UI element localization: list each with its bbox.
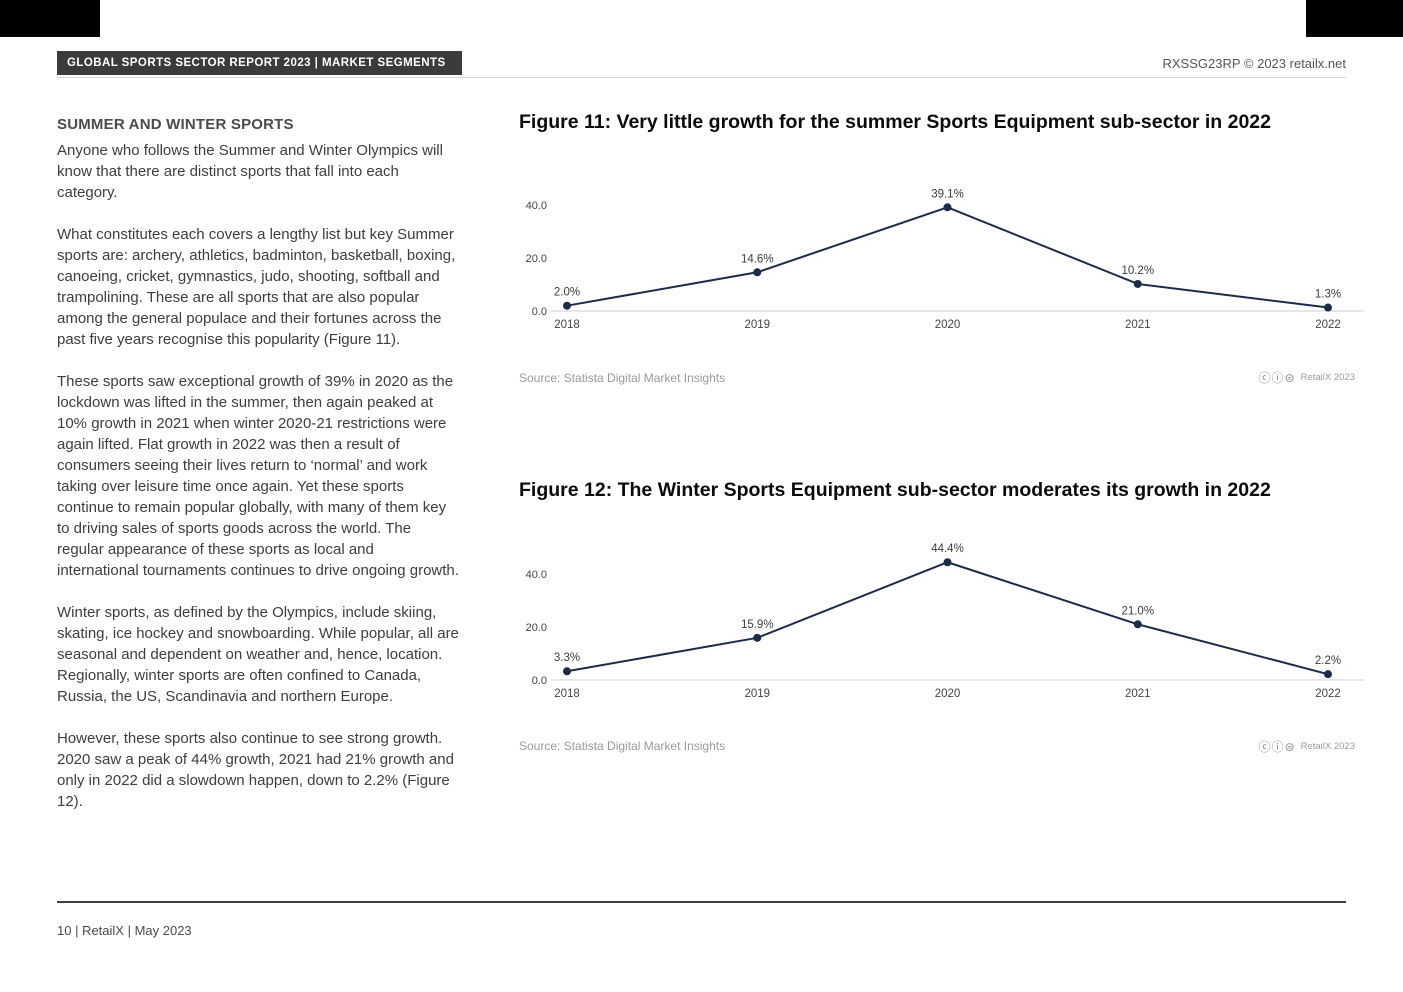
svg-text:0.0: 0.0 bbox=[532, 306, 547, 318]
svg-text:2019: 2019 bbox=[744, 688, 770, 700]
svg-text:44.4%: 44.4% bbox=[931, 543, 964, 555]
source-row: Source: Statista Digital Market Insights… bbox=[519, 738, 1367, 755]
svg-text:2018: 2018 bbox=[554, 688, 580, 700]
figure-12: Figure 12: The Winter Sports Equipment s… bbox=[519, 476, 1367, 754]
svg-text:2021: 2021 bbox=[1125, 319, 1151, 331]
creative-commons-icons: ⓒⓘ⊜ bbox=[1258, 739, 1296, 754]
paragraph: Winter sports, as defined by the Olympic… bbox=[57, 604, 459, 705]
svg-text:0.0: 0.0 bbox=[532, 675, 547, 687]
paragraph: However, these sports also continue to s… bbox=[57, 730, 454, 810]
svg-text:2020: 2020 bbox=[935, 319, 961, 331]
svg-text:39.1%: 39.1% bbox=[931, 189, 964, 201]
main-content: SUMMER AND WINTER SPORTS Anyone who foll… bbox=[57, 100, 1367, 833]
source-text: Source: Statista Digital Market Insights bbox=[519, 370, 726, 385]
corner-mark-left bbox=[0, 0, 100, 37]
report-code: RXSSG23RP © 2023 retailx.net bbox=[1162, 55, 1347, 71]
svg-text:2022: 2022 bbox=[1315, 319, 1341, 331]
svg-text:2019: 2019 bbox=[744, 319, 770, 331]
svg-text:2.0%: 2.0% bbox=[554, 287, 580, 299]
svg-text:2021: 2021 bbox=[1125, 688, 1151, 700]
header-divider bbox=[57, 77, 1346, 78]
paragraph: What constitutes each covers a lengthy l… bbox=[57, 226, 456, 348]
figure12-chart-area: 0.0 20.0 40.0 2018 2019 2020 2021 2022 3.3% 15.9%… bbox=[519, 532, 1367, 714]
svg-text:1.3%: 1.3% bbox=[1315, 289, 1341, 301]
source-row: Source: Statista Digital Market Insights… bbox=[519, 369, 1367, 386]
page-header: GLOBAL SPORTS SECTOR REPORT 2023 | MARKE… bbox=[57, 51, 1346, 75]
svg-text:14.6%: 14.6% bbox=[741, 254, 774, 266]
paragraph: These sports saw exceptional growth of 3… bbox=[57, 373, 459, 579]
svg-text:20.0: 20.0 bbox=[526, 621, 547, 633]
svg-text:2020: 2020 bbox=[935, 688, 961, 700]
svg-text:2022: 2022 bbox=[1315, 688, 1341, 700]
attribution-text: RetailX 2023 bbox=[1300, 372, 1355, 384]
figures-column: Figure 11: Very little growth for the su… bbox=[519, 100, 1367, 833]
svg-text:20.0: 20.0 bbox=[526, 253, 547, 265]
svg-text:15.9%: 15.9% bbox=[741, 618, 774, 630]
svg-text:40.0: 40.0 bbox=[526, 200, 547, 212]
svg-text:2.2%: 2.2% bbox=[1315, 655, 1341, 667]
report-title-bar: GLOBAL SPORTS SECTOR REPORT 2023 | MARKE… bbox=[57, 51, 462, 75]
svg-text:10.2%: 10.2% bbox=[1121, 265, 1154, 277]
figure12-line-chart: 0.0 20.0 40.0 2018 2019 2020 2021 2022 3.3% 15.9%… bbox=[526, 543, 1364, 700]
attribution: ⓒⓘ⊜ RetailX 2023 bbox=[1259, 738, 1355, 755]
page-footer: 10 | RetailX | May 2023 bbox=[57, 901, 1346, 938]
article-column: SUMMER AND WINTER SPORTS Anyone who foll… bbox=[57, 100, 459, 833]
attribution-text: RetailX 2023 bbox=[1300, 740, 1355, 752]
figure-11: Figure 11: Very little growth for the su… bbox=[519, 108, 1367, 386]
paragraph: Anyone who follows the Summer and Winter… bbox=[57, 142, 443, 201]
svg-text:40.0: 40.0 bbox=[526, 568, 547, 580]
svg-text:21.0%: 21.0% bbox=[1121, 605, 1154, 617]
figure-title: Figure 12: The Winter Sports Equipment s… bbox=[519, 479, 1271, 502]
attribution: ⓒⓘ⊜ RetailX 2023 bbox=[1259, 369, 1355, 386]
creative-commons-icons: ⓒⓘ⊜ bbox=[1258, 371, 1296, 386]
figure11-chart-area: 0.0 20.0 40.0 2018 2019 2020 2021 2022 2.0% 14.6%… bbox=[519, 163, 1367, 345]
figure-title: Figure 11: Very little growth for the su… bbox=[519, 111, 1271, 133]
svg-text:2018: 2018 bbox=[554, 319, 580, 331]
figure11-line-chart: 0.0 20.0 40.0 2018 2019 2020 2021 2022 2.0% 14.6%… bbox=[526, 189, 1364, 331]
section-heading: SUMMER AND WINTER SPORTS bbox=[57, 116, 294, 133]
svg-text:3.3%: 3.3% bbox=[554, 652, 580, 664]
page-footer-text: 10 | RetailX | May 2023 bbox=[57, 923, 192, 938]
source-text: Source: Statista Digital Market Insights bbox=[519, 739, 726, 753]
corner-mark-right bbox=[1306, 0, 1403, 37]
